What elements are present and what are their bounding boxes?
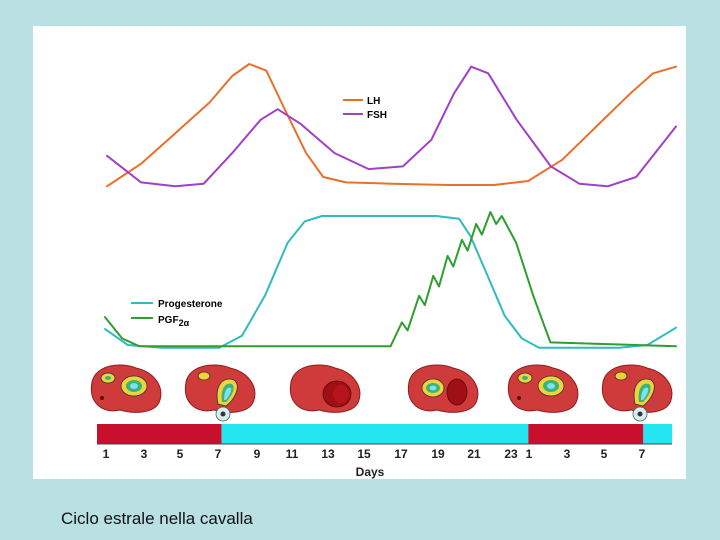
day-axis-title: Days: [356, 465, 385, 479]
series-line-progesterone: [104, 215, 677, 349]
day-tick-label: 1: [103, 447, 110, 461]
day-tick-label: 9: [254, 447, 261, 461]
phase-bar: [97, 424, 673, 445]
legend-label-fsh: FSH: [367, 110, 387, 121]
phase-segment-diestrus: [643, 424, 673, 444]
progesterone-pgf-plot: [104, 211, 677, 349]
legend-bottom: Progesterone PGF2α: [131, 299, 223, 328]
day-tick-label: 15: [357, 447, 371, 461]
hormone-chart: LH FSH Progesterone PGF2α 1 3 5 7 9 11 13 15 17 1…: [90, 63, 677, 479]
day-tick-label: 5: [177, 447, 184, 461]
ovary-follicle: [90, 364, 162, 413]
phase-segment-diestrus: [221, 424, 529, 444]
day-tick-label: 11: [286, 447, 299, 461]
day-tick-label: 19: [431, 447, 445, 461]
ovary-illustrations: [90, 364, 673, 422]
day-tick-label: 17: [394, 447, 408, 461]
phase-segment-estrus: [97, 424, 222, 444]
day-tick-label: 13: [321, 447, 335, 461]
ovary-ovulation: [601, 364, 673, 422]
day-tick-label: 7: [215, 447, 222, 461]
day-tick-label: 5: [601, 447, 608, 461]
estrous-cycle-figure: LH FSH Progesterone PGF2α 1 3 5 7 9 11 13 15 17 1…: [33, 26, 686, 479]
day-tick-label: 1: [526, 447, 533, 461]
legend-label-progesterone: Progesterone: [158, 299, 223, 310]
day-tick-label: 3: [141, 447, 148, 461]
day-axis: 1 3 5 7 9 11 13 15 17 19 21 23 1 3 5 7: [103, 447, 646, 461]
day-tick-label: 3: [564, 447, 571, 461]
series-line-fsh: [106, 65, 677, 188]
legend-label-pgf2a: PGF2α: [158, 315, 190, 328]
phase-segment-estrus: [528, 424, 644, 444]
day-tick-label: 7: [639, 447, 646, 461]
series-line-lh: [106, 63, 677, 188]
ovary-corpus-luteum: [289, 364, 361, 413]
series-line-pgf2-: [104, 211, 677, 348]
ovary-follicle: [507, 364, 579, 413]
day-tick-label: 21: [467, 447, 481, 461]
lh-fsh-plot: [106, 63, 677, 188]
slide-caption: Ciclo estrale nella cavalla: [61, 509, 253, 528]
legend-top: LH FSH: [343, 96, 387, 121]
day-tick-label: 23: [504, 447, 518, 461]
ovary-ovulation: [184, 364, 256, 422]
ovary-follicle-with-corpus-luteum: [407, 364, 479, 413]
legend-label-lh: LH: [367, 96, 380, 107]
